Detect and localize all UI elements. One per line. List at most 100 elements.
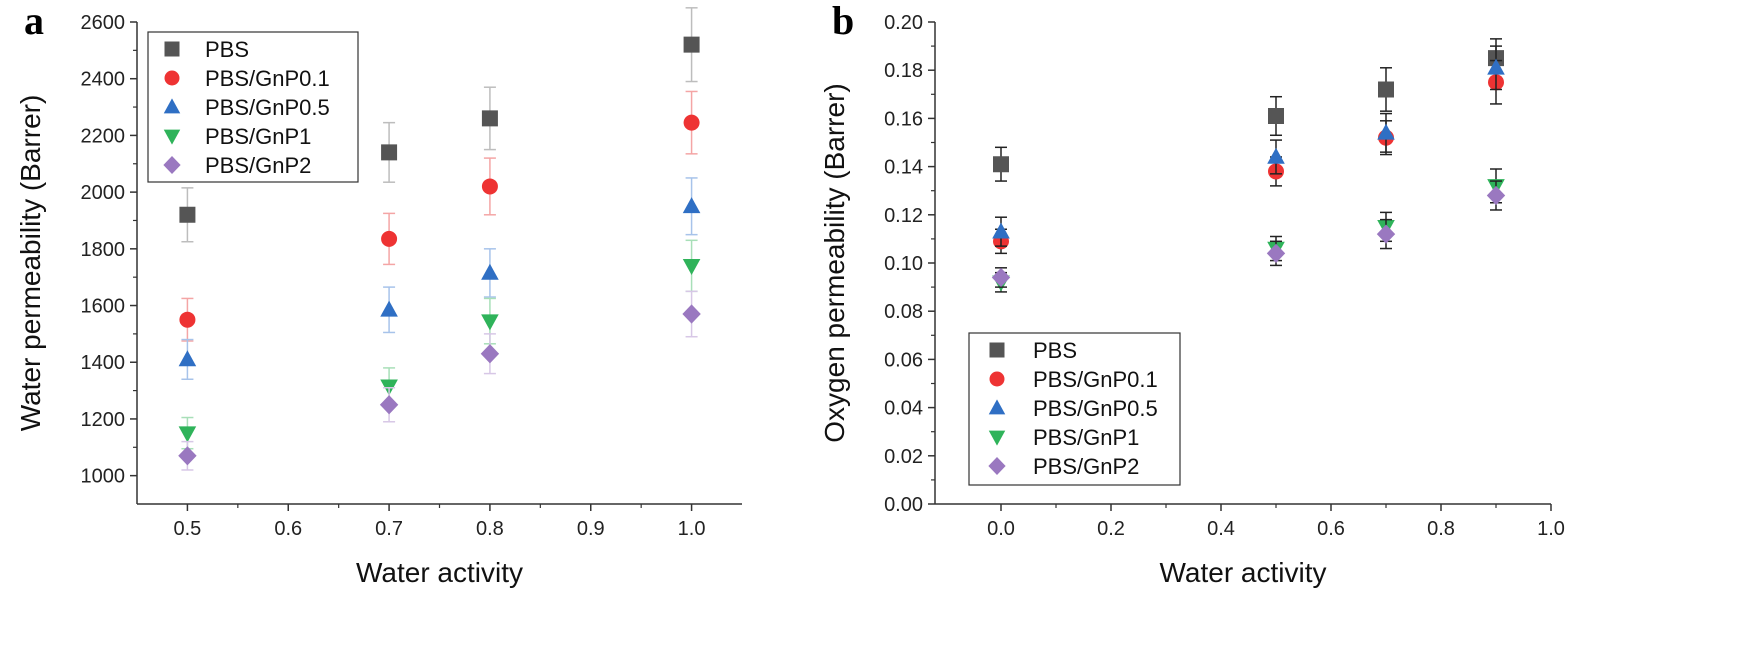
data-point [481, 178, 498, 195]
data-point [179, 206, 196, 223]
x-tick-label: 0.6 [274, 518, 302, 540]
data-point [682, 304, 701, 324]
data-point [1486, 185, 1506, 206]
panel-label: b [832, 0, 854, 43]
legend-box [968, 332, 1181, 486]
data-point [682, 197, 701, 214]
data-point [991, 267, 1011, 288]
legend-box [147, 31, 359, 183]
data-point [993, 156, 1009, 173]
x-tick-label: 0.6 [1317, 518, 1345, 540]
data-point [179, 311, 196, 328]
x-tick-label: 0.5 [174, 518, 202, 540]
legend-label: PBS/GnP0.5 [205, 95, 330, 120]
x-tick-label: 1.0 [678, 518, 706, 540]
data-point [481, 110, 498, 127]
series-pbs [179, 7, 700, 243]
chart-panel-a: 0.5 0.6 0.7 0.8 0.9 1.0 1000 1200 1400 1600 1800 20… [15, 0, 742, 588]
y-axis-title: Oxygen permeability (Barrer) [819, 83, 850, 442]
data-point [1487, 58, 1505, 75]
data-point [381, 144, 398, 161]
data-point [1267, 147, 1285, 164]
series-pbs [993, 38, 1504, 182]
x-tick-label: 0.2 [1097, 518, 1125, 540]
legend-label: PBS/GnP1 [205, 124, 311, 149]
data-point [480, 344, 500, 364]
x-tick-label: 0.4 [1207, 518, 1235, 540]
legend-marker [163, 98, 181, 114]
series-pbs-gnp2 [991, 180, 1506, 288]
data-point [178, 426, 197, 443]
y-tick-label: 0.10 [884, 253, 923, 275]
legend-marker [164, 41, 180, 57]
legend-label: PBS/GnP0.1 [205, 66, 330, 91]
legend-marker [163, 156, 181, 174]
x-tick-label: 0.9 [577, 518, 605, 540]
y-tick-label: 1600 [81, 296, 126, 318]
data-point [1266, 243, 1286, 263]
y-tick-label: 1800 [81, 239, 126, 261]
x-tick-label: 0.7 [375, 518, 403, 540]
legend-marker [988, 430, 1006, 446]
series-pbs-gnp0-1 [993, 59, 1504, 255]
legend: PBS PBS/GnP0.1 PBS/GnP0.5 PBS/GnP1 PBS/GnP2 [968, 332, 1181, 486]
legend-label: PBS/GnP2 [205, 153, 311, 178]
data-point [683, 36, 700, 53]
data-point [380, 300, 398, 317]
legend-marker [988, 457, 1006, 475]
x-axis-title: Water activity [356, 557, 523, 588]
series-pbs-gnp0-1 [179, 90, 700, 342]
data-point [1378, 81, 1394, 98]
legend-marker [989, 342, 1005, 358]
y-tick-label: 2200 [81, 125, 126, 147]
y-tick-label: 1400 [81, 352, 126, 374]
y-tick-label: 0.20 [884, 12, 923, 34]
y-tick-label: 0.14 [884, 157, 923, 179]
data-point [381, 230, 398, 247]
y-tick-label: 0.04 [884, 398, 923, 420]
series-pbs-gnp2 [178, 290, 701, 471]
data-point [481, 314, 499, 331]
x-tick-label: 0.8 [1427, 518, 1455, 540]
y-tick-label: 0.12 [884, 205, 923, 227]
legend: PBS PBS/GnP0.1 PBS/GnP0.5 PBS/GnP1 PBS/GnP2 [147, 31, 359, 183]
data-point [178, 446, 197, 466]
y-tick-label: 2000 [81, 182, 126, 204]
y-tick-label: 0.18 [884, 60, 923, 82]
x-tick-label: 0.8 [476, 518, 504, 540]
y-tick-label: 0.08 [884, 301, 923, 323]
y-tick-label: 2600 [81, 12, 126, 34]
legend-label: PBS/GnP0.1 [1033, 367, 1158, 392]
y-tick-label: 0.02 [884, 446, 923, 468]
data-point [1268, 107, 1284, 124]
data-point [1376, 224, 1396, 244]
chart-panel-b: 0.0 0.2 0.4 0.6 0.8 1.0 0.00 0.02 0.04 0.06 0.08 0.… [819, 0, 1565, 588]
y-tick-label: 0.16 [884, 108, 923, 130]
series-pbs-gnp0-5 [992, 45, 1505, 247]
x-axis-title: Water activity [1160, 557, 1327, 588]
legend-marker [164, 70, 180, 86]
legend-marker [989, 371, 1005, 387]
data-point [178, 350, 197, 367]
legend-label: PBS [1033, 338, 1077, 363]
y-tick-label: 1000 [81, 466, 126, 488]
data-point [992, 222, 1010, 239]
y-tick-label: 0.00 [884, 494, 923, 516]
data-point [379, 395, 399, 415]
y-axis-title: Water permeability (Barrer) [15, 95, 46, 432]
legend-label: PBS/GnP0.5 [1033, 396, 1158, 421]
legend-label: PBS [205, 37, 249, 62]
series-pbs-gnp0-5 [178, 177, 701, 380]
data-point [481, 263, 499, 280]
y-tick-label: 2400 [81, 69, 126, 91]
x-tick-label: 0.0 [987, 518, 1015, 540]
legend-marker [988, 399, 1006, 415]
series-pbs-gnp1 [178, 239, 701, 450]
data-point [682, 259, 701, 276]
legend-marker [163, 129, 181, 145]
y-tick-label: 0.06 [884, 349, 923, 371]
x-tick-label: 1.0 [1537, 518, 1565, 540]
legend-label: PBS/GnP1 [1033, 425, 1139, 450]
y-tick-label: 1200 [81, 409, 126, 431]
